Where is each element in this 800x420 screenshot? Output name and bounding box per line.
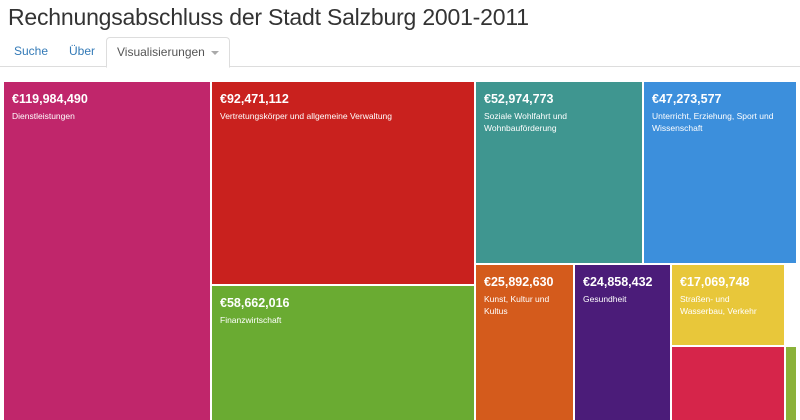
chevron-down-icon [210,50,219,55]
page-title: Rechnungsabschluss der Stadt Salzburg 20… [8,4,529,30]
treemap-cell-kunst-kultur-und-kultus[interactable]: €25,892,630 Kunst, Kultur und Kultus [476,265,573,420]
treemap-cell-label: Straßen- und Wasserbau, Verkehr [680,294,757,316]
treemap-cell-value: €92,471,112 [220,92,289,106]
treemap-cell-label: Vertretungskörper und allgemeine Verwalt… [220,111,392,121]
treemap-cell-label: Gesundheit [583,294,627,304]
tab-visualisierungen[interactable]: Visualisierungen [106,37,230,68]
tab-visualisierungen-label: Visualisierungen [117,45,205,59]
treemap-cell-label: Unterricht, Erziehung, Sport und Wissens… [652,111,774,133]
treemap-cell-label: Finanzwirtschaft [220,315,282,325]
treemap-cell-unterricht-erziehung-sport-und-wissenschaft[interactable]: €47,273,577 Unterricht, Erziehung, Sport … [644,82,796,263]
treemap-cell-vertretungskorper-und-allgemeine-verwaltung[interactable]: €92,471,112 Vertretungskörper und allgeme… [212,82,474,284]
treemap-cell-label: Kunst, Kultur und Kultus [484,294,550,316]
treemap-cell-9[interactable] [672,347,784,420]
tab-ueber[interactable]: Über [69,44,96,58]
treemap-cell-value: €58,662,016 [220,296,290,310]
treemap-chart: €119,984,490 Dienstleistungen €92,471,112 V… [4,82,796,420]
treemap-cell-label: Dienstleistungen [12,111,75,121]
treemap-cell-dienstleistungen[interactable]: €119,984,490 Dienstleistungen [4,82,210,420]
nav-tabs: Suche Über Visualisierungen [0,37,800,68]
treemap-cell-value: €119,984,490 [12,92,88,106]
treemap-cell-value: €25,892,630 [484,275,554,289]
treemap-cell-label: Soziale Wohlfahrt und Wohnbauförderung [484,111,568,133]
treemap-cell-10[interactable] [786,347,796,420]
treemap-cell-strassen-und-wasserbau-verkehr[interactable]: €17,069,748 Straßen- und Wasserbau, Verke… [672,265,784,345]
treemap-cell-gesundheit[interactable]: €24,858,432 Gesundheit [575,265,670,420]
tab-suche[interactable]: Suche [14,44,49,58]
treemap-cell-value: €24,858,432 [583,275,653,289]
treemap-cell-finanzwirtschaft[interactable]: €58,662,016 Finanzwirtschaft [212,286,474,420]
treemap-cell-value: €17,069,748 [680,275,750,289]
treemap-cell-value: €52,974,773 [484,92,554,106]
treemap-cell-soziale-wohlfahrt-und-wohnbauforderung[interactable]: €52,974,773 Soziale Wohlfahrt und Wohnbau… [476,82,642,263]
treemap-cell-value: €47,273,577 [652,92,722,106]
